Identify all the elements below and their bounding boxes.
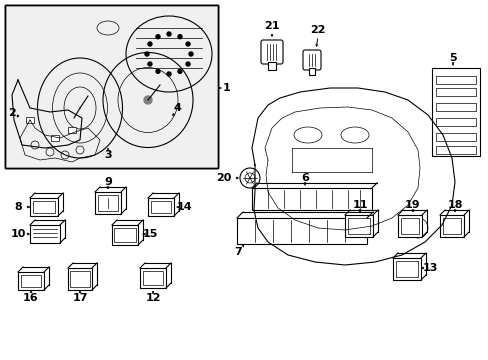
Bar: [435, 76, 475, 84]
Bar: [18, 272, 44, 290]
Text: 22: 22: [309, 25, 325, 35]
Bar: [140, 268, 165, 288]
Bar: [435, 88, 475, 96]
Circle shape: [145, 52, 149, 56]
Bar: [435, 133, 475, 141]
Text: 17: 17: [72, 293, 87, 303]
FancyBboxPatch shape: [303, 50, 320, 70]
Bar: [435, 118, 475, 126]
Text: 21: 21: [264, 21, 279, 31]
Bar: [439, 215, 463, 237]
Text: 10: 10: [10, 229, 26, 239]
Bar: [30, 198, 58, 216]
Bar: [251, 188, 371, 210]
Bar: [33, 201, 55, 213]
Text: 20: 20: [216, 173, 231, 183]
Bar: [392, 258, 420, 280]
Bar: [5, 5, 218, 168]
Bar: [142, 271, 163, 285]
Bar: [308, 68, 314, 75]
Text: 3: 3: [104, 150, 112, 160]
Bar: [435, 146, 475, 154]
Bar: [112, 225, 138, 245]
Bar: [95, 192, 121, 214]
FancyBboxPatch shape: [261, 40, 283, 64]
Bar: [5, 5, 218, 168]
Text: 1: 1: [223, 83, 230, 93]
Circle shape: [148, 62, 152, 66]
Bar: [30, 225, 60, 243]
Bar: [237, 218, 366, 244]
Bar: [395, 261, 417, 277]
Text: 2: 2: [8, 108, 16, 118]
Circle shape: [156, 35, 160, 39]
Circle shape: [178, 69, 182, 73]
Bar: [21, 275, 41, 287]
Circle shape: [148, 42, 152, 46]
Text: 4: 4: [173, 103, 181, 113]
Bar: [26, 117, 34, 123]
Circle shape: [167, 32, 171, 36]
Bar: [68, 127, 76, 133]
Circle shape: [167, 72, 171, 76]
Circle shape: [156, 69, 160, 73]
Circle shape: [189, 52, 193, 56]
Bar: [51, 135, 59, 141]
Bar: [151, 201, 171, 213]
Text: 11: 11: [351, 200, 367, 210]
Circle shape: [178, 35, 182, 39]
Bar: [68, 268, 92, 290]
Bar: [70, 271, 90, 287]
Text: 9: 9: [104, 177, 112, 187]
Circle shape: [143, 96, 152, 104]
Text: 13: 13: [422, 263, 437, 273]
Bar: [114, 228, 136, 242]
Bar: [267, 62, 275, 70]
Bar: [435, 103, 475, 111]
Text: 16: 16: [23, 293, 39, 303]
Bar: [98, 195, 118, 211]
Circle shape: [185, 62, 190, 66]
Bar: [397, 215, 421, 237]
Bar: [5, 5, 218, 168]
Bar: [148, 198, 174, 216]
Bar: [400, 218, 418, 234]
Bar: [431, 68, 479, 156]
Text: 6: 6: [301, 173, 308, 183]
Text: 15: 15: [142, 229, 157, 239]
Text: 7: 7: [234, 247, 242, 257]
Text: 12: 12: [145, 293, 161, 303]
Bar: [345, 215, 372, 237]
Bar: [347, 218, 369, 234]
Text: 19: 19: [405, 200, 420, 210]
Circle shape: [185, 42, 190, 46]
Text: 14: 14: [176, 202, 191, 212]
Text: 18: 18: [447, 200, 462, 210]
Text: 8: 8: [14, 202, 22, 212]
Bar: [442, 218, 460, 234]
Text: 5: 5: [448, 53, 456, 63]
